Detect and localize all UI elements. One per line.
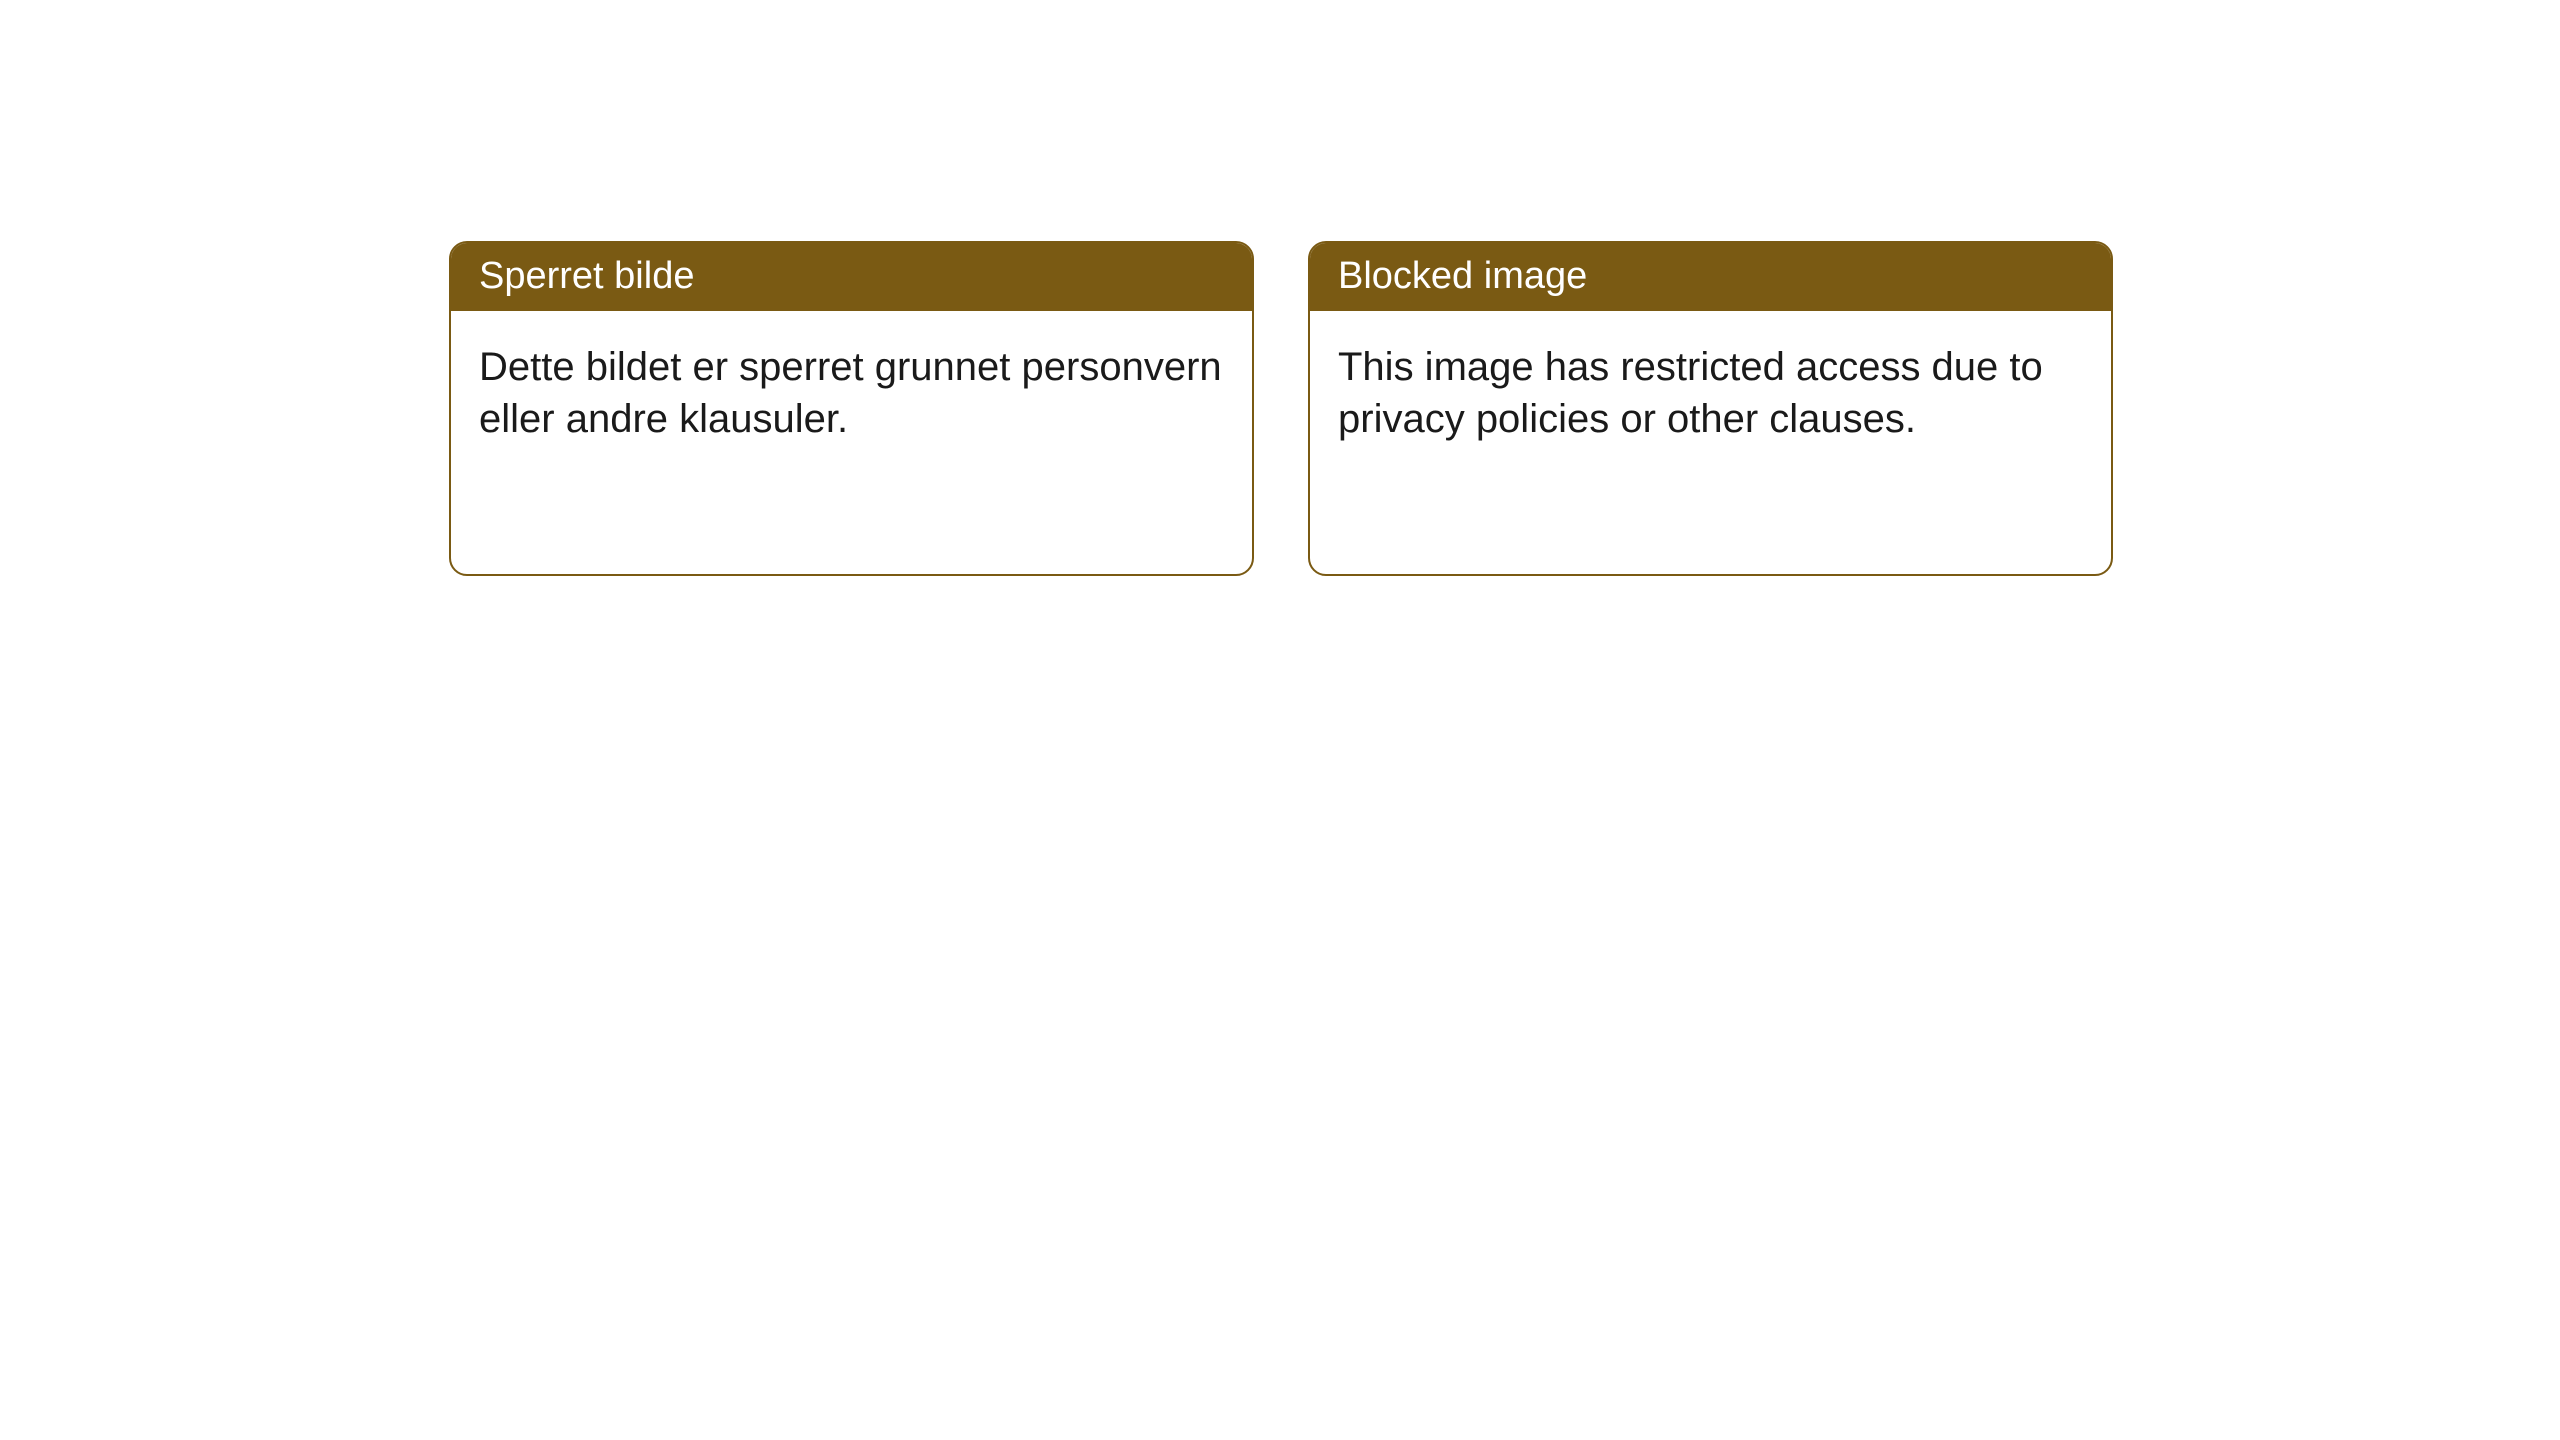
notice-card-english: Blocked image This image has restricted …	[1308, 241, 2113, 576]
notice-message-norwegian: Dette bildet er sperret grunnet personve…	[451, 311, 1252, 475]
notice-message-english: This image has restricted access due to …	[1310, 311, 2111, 475]
notice-title-norwegian: Sperret bilde	[451, 243, 1252, 311]
notice-title-english: Blocked image	[1310, 243, 2111, 311]
notice-container: Sperret bilde Dette bildet er sperret gr…	[0, 0, 2560, 576]
notice-card-norwegian: Sperret bilde Dette bildet er sperret gr…	[449, 241, 1254, 576]
